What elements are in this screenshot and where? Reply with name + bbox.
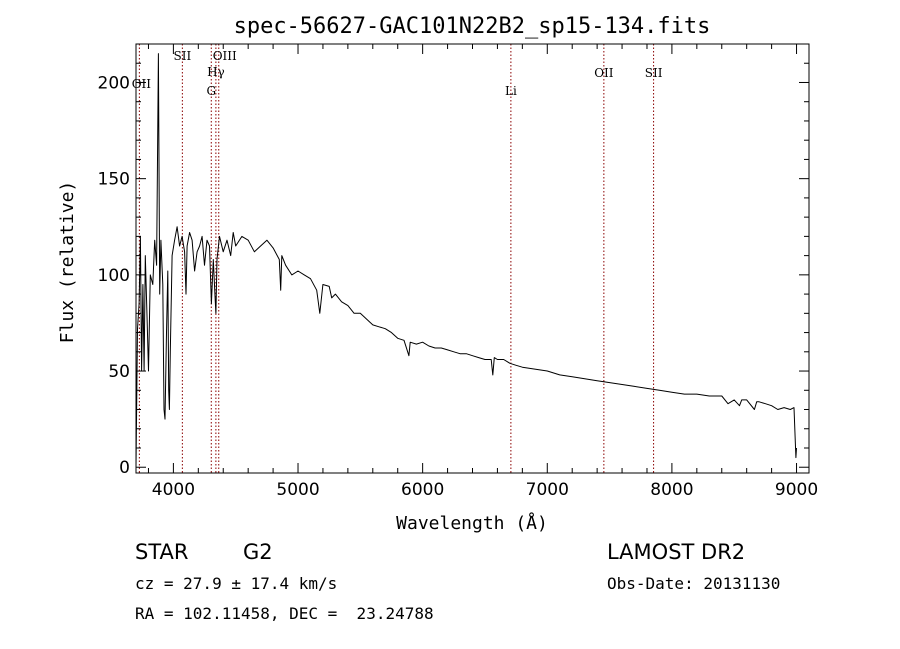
y-tick-label-1: 50 [108,362,130,382]
marker-label-2: G [206,84,216,98]
spectrum-line-0 [135,53,797,468]
y-tick-label-4: 200 [98,73,130,93]
marker-label-3: Hγ [207,65,225,79]
x-tick-label-2: 6000 [401,480,444,500]
redshift-velocity: cz = 27.9 ± 17.4 km/s [135,574,338,593]
marker-label-5: Li [505,84,517,98]
observation-date: Obs-Date: 20131130 [607,574,781,593]
x-tick-label-4: 8000 [650,480,693,500]
x-axis-label: Wavelength (Å) [396,512,548,534]
marker-label-1: SII [174,49,192,63]
x-tick-label-0: 4000 [152,480,195,500]
marker-label-6: OII [594,66,614,80]
y-tick-label-2: 100 [98,266,130,286]
coordinates: RA = 102.11458, DEC = 23.24788 [135,604,434,623]
x-tick-label-1: 5000 [276,480,319,500]
object-class: STAR [135,540,189,564]
plot-frame [135,43,810,474]
axis-ticks: 4000 5000 6000 7000 8000 9000 0 50 100 150 200 [98,44,818,500]
chart-title: spec-56627-GAC101N22B2_sp15-134.fits [234,14,711,39]
y-axis-label: Flux (relative) [57,181,78,344]
marker-label-4: OIII [213,49,237,63]
spectral-line-markers: OII SII G Hγ OIII Li OII SII [132,44,663,473]
x-tick-label-5: 9000 [775,480,818,500]
survey-name: LAMOST DR2 [607,540,746,564]
marker-label-0: OII [132,77,152,91]
spectrum-series [135,53,797,468]
marker-label-7: SII [645,66,663,80]
y-tick-label-0: 0 [119,458,130,478]
object-subclass: G2 [243,540,273,564]
y-tick-label-3: 150 [98,170,130,190]
x-tick-label-3: 7000 [526,480,569,500]
